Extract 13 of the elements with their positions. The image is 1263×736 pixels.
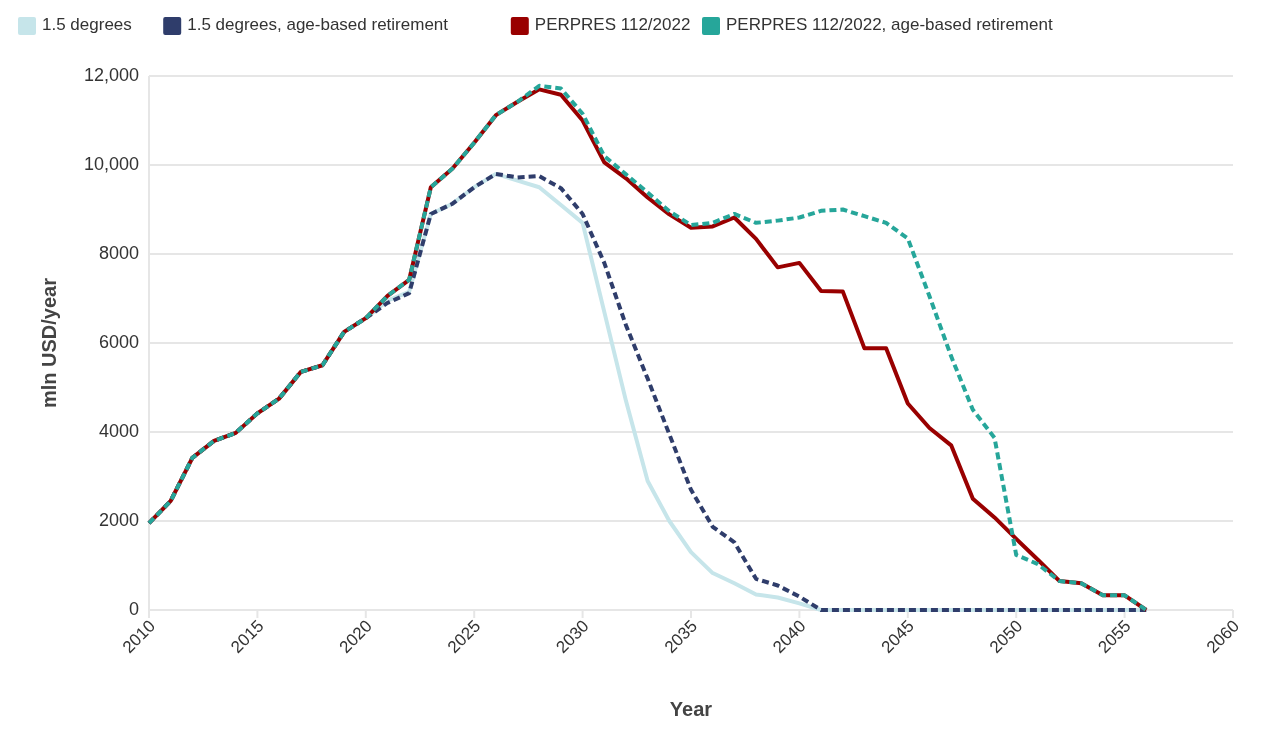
x-axis-title: Year xyxy=(669,698,713,720)
y-tick-label: 8000 xyxy=(98,242,139,263)
y-tick-label: 12,000 xyxy=(83,64,139,85)
y-tick-label: 6000 xyxy=(98,331,139,352)
legend-label: 1.5 degrees, age-based retirement xyxy=(187,15,449,35)
legend-label: 1.5 degrees xyxy=(42,15,132,35)
legend-label: PERPRES 112/2022 xyxy=(534,15,691,35)
y-tick-label: 0 xyxy=(128,598,139,619)
y-tick-label: 2000 xyxy=(98,509,139,530)
y-tick-label: 10,000 xyxy=(83,153,139,174)
y-axis-title: mln USD/year xyxy=(38,277,60,409)
y-tick-label: 4000 xyxy=(98,420,139,441)
legend-label: PERPRES 112/2022, age-based retirement xyxy=(726,15,1053,35)
